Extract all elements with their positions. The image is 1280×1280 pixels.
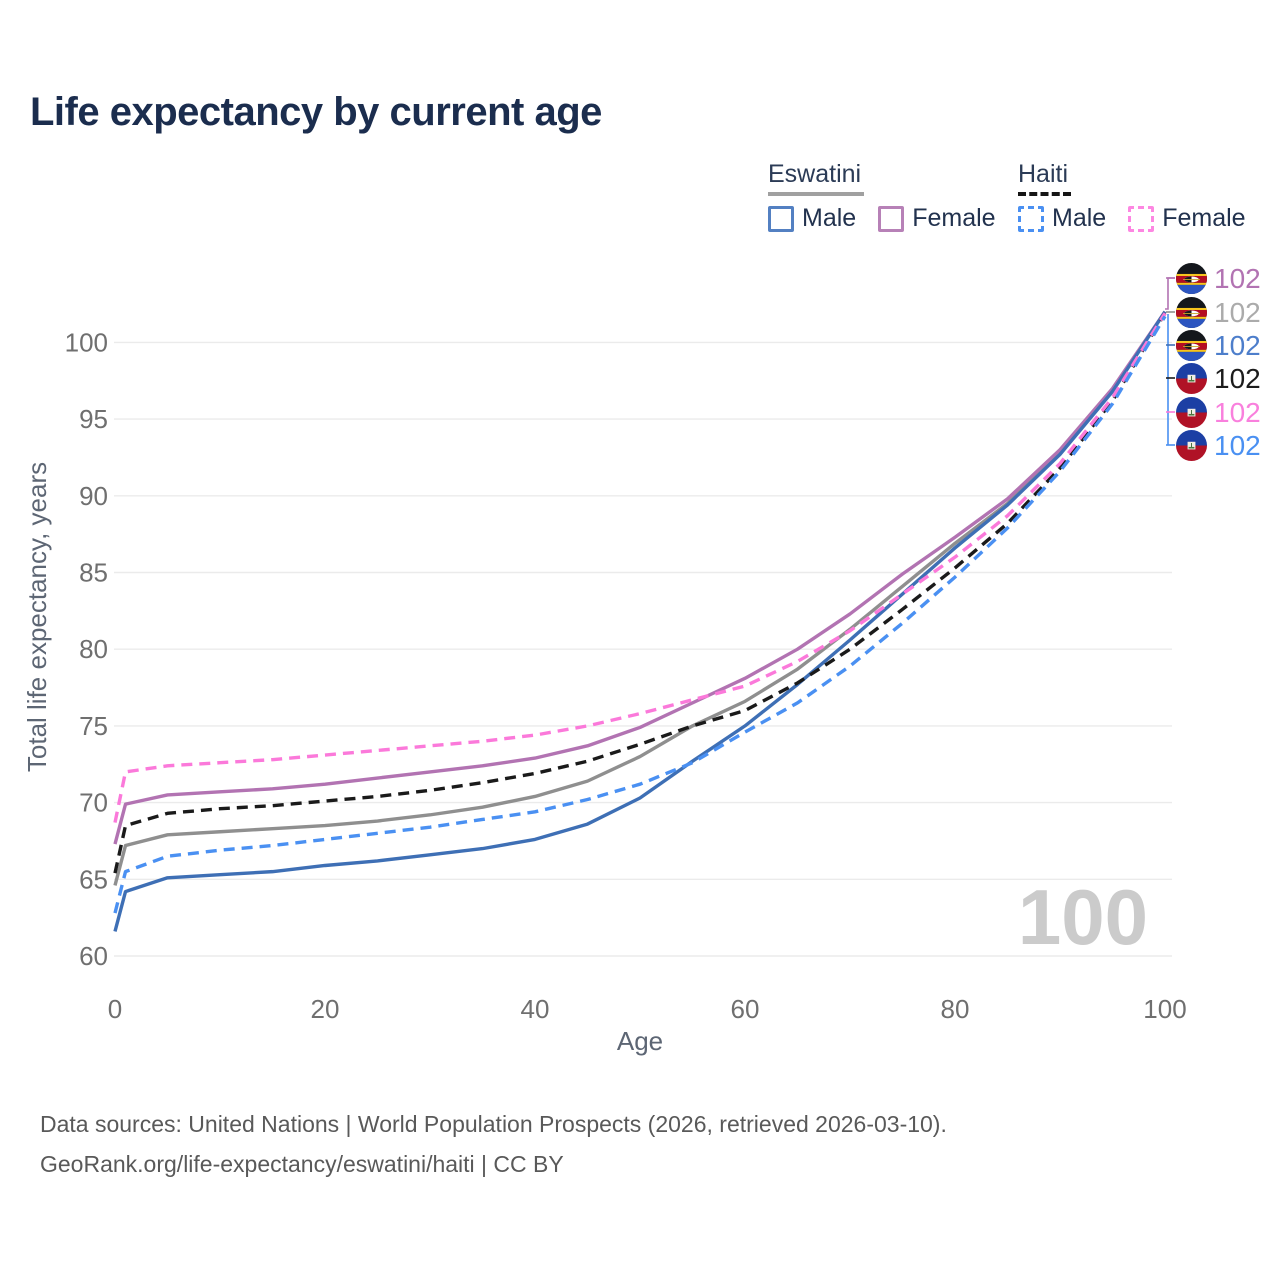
series-line-eswatini-both <box>113 310 1167 886</box>
series-line-eswatini-male <box>113 310 1167 932</box>
eswatini-flag-icon <box>1176 297 1207 328</box>
y-tick-label: 80 <box>79 634 108 664</box>
x-tick-label: 60 <box>731 994 760 1024</box>
legend-country-haiti: Haiti <box>1018 160 1072 196</box>
y-tick-label: 95 <box>79 404 108 434</box>
checkbox-haiti-male-icon[interactable] <box>1018 205 1044 232</box>
leader-line <box>1165 277 1175 310</box>
y-tick-label: 75 <box>79 711 108 741</box>
legend-items-eswatini: Male Female <box>768 204 996 233</box>
haiti-flag-icon <box>1176 363 1207 394</box>
haiti-flag-icon <box>1176 397 1207 428</box>
legend-item-label: Female <box>912 204 996 232</box>
x-tick-label: 20 <box>311 994 340 1024</box>
checkbox-haiti-female-icon[interactable] <box>1128 205 1155 232</box>
footer-sources: Data sources: United Nations | World Pop… <box>40 1111 947 1137</box>
series-line-haiti-both <box>113 312 1167 874</box>
end-label-value: 102 <box>1214 296 1261 328</box>
y-tick-label: 65 <box>79 864 108 894</box>
y-tick-label: 60 <box>79 941 108 971</box>
end-label-eswatini-female: 102 <box>1176 263 1261 295</box>
legend-item-haiti-male[interactable]: Male <box>1018 204 1106 233</box>
legend-item-label: Female <box>1162 204 1246 232</box>
y-tick-label: 70 <box>79 788 108 818</box>
footer: Data sources: United Nations | World Pop… <box>40 1104 947 1184</box>
legend-country-eswatini: Eswatini <box>768 160 865 196</box>
end-label-haiti-male: 102 <box>1176 430 1261 462</box>
checkbox-eswatini-female-icon[interactable] <box>878 205 905 232</box>
haiti-flag-icon <box>1176 430 1207 461</box>
end-label-haiti-both: 102 <box>1176 363 1261 395</box>
x-axis-title: Age <box>617 1026 663 1056</box>
x-tick-label: 40 <box>521 994 550 1024</box>
legend-item-label: Male <box>802 204 857 232</box>
eswatini-flag-icon <box>1176 263 1207 294</box>
x-tick-label: 100 <box>1143 994 1186 1024</box>
series-line-haiti-male <box>113 315 1167 914</box>
legend-item-label: Male <box>1052 204 1107 232</box>
legend-group-eswatini: Eswatini Male Female <box>768 160 996 233</box>
footer-attribution: GeoRank.org/life-expectancy/eswatini/hai… <box>40 1151 564 1177</box>
y-tick-label: 90 <box>79 481 108 511</box>
end-label-eswatini-male: 102 <box>1176 330 1261 362</box>
x-tick-label: 80 <box>941 994 970 1024</box>
page-title: Life expectancy by current age <box>30 90 602 134</box>
y-tick-label: 85 <box>79 558 108 588</box>
legend-item-eswatini-male[interactable]: Male <box>768 204 856 233</box>
end-label-eswatini-both: 102 <box>1176 297 1261 329</box>
end-label-haiti-female: 102 <box>1176 397 1261 429</box>
series-line-eswatini-female <box>113 310 1167 845</box>
eswatini-flag-icon <box>1176 330 1207 361</box>
legend-group-haiti: Haiti Male Female <box>1018 160 1246 233</box>
end-label-value: 102 <box>1214 362 1261 394</box>
end-label-value: 102 <box>1214 429 1261 461</box>
y-axis-title: Total life expectancy, years <box>22 462 52 772</box>
x-tick-label: 0 <box>108 994 122 1024</box>
age-watermark: 100 <box>1018 873 1148 961</box>
y-tick-label: 100 <box>65 327 108 357</box>
series-line-haiti-female <box>113 312 1167 823</box>
legend-item-eswatini-female[interactable]: Female <box>878 204 996 233</box>
checkbox-eswatini-male-icon[interactable] <box>768 205 794 232</box>
end-label-value: 102 <box>1214 396 1261 428</box>
end-label-value: 102 <box>1214 329 1261 361</box>
end-label-value: 102 <box>1214 262 1261 294</box>
legend-items-haiti: Male Female <box>1018 204 1246 233</box>
legend-item-haiti-female[interactable]: Female <box>1128 204 1246 233</box>
